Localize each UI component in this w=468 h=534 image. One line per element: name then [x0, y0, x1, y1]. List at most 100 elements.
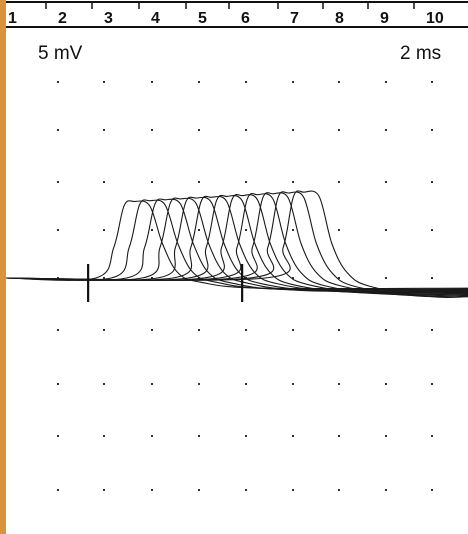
grid-dot — [292, 81, 294, 83]
grid-dot — [292, 229, 294, 231]
grid-dot — [198, 489, 200, 491]
channel-number: 3 — [104, 10, 113, 27]
grid-dot — [292, 129, 294, 131]
channel-number: 8 — [335, 10, 344, 27]
waveform-chart: 1 2 3 4 5 6 7 8 9 10 5 mV 2 ms — [6, 0, 468, 491]
grid-dot — [198, 383, 200, 385]
grid-dot — [385, 81, 387, 83]
grid-dot — [103, 383, 105, 385]
grid-dot — [385, 129, 387, 131]
grid-dot — [338, 277, 340, 279]
grid-dot — [103, 129, 105, 131]
grid-dot — [431, 277, 433, 279]
grid-dot — [198, 329, 200, 331]
grid-dot — [103, 181, 105, 183]
waveform-trace — [6, 190, 468, 298]
amplitude-scale-label: 5 mV — [38, 43, 83, 64]
channel-number: 2 — [58, 10, 67, 27]
grid-dot — [292, 435, 294, 437]
grid-dot — [245, 435, 247, 437]
grid-dot — [151, 329, 153, 331]
grid-dot — [338, 329, 340, 331]
grid-dot — [198, 181, 200, 183]
emg-trace-panel: 1 2 3 4 5 6 7 8 9 10 5 mV 2 ms — [6, 0, 468, 534]
grid-dot — [151, 435, 153, 437]
grid-dot — [57, 129, 59, 131]
waveform-trace — [6, 198, 468, 291]
grid-dot — [431, 329, 433, 331]
grid-dot — [151, 81, 153, 83]
grid-dot — [103, 435, 105, 437]
grid-dot — [338, 129, 340, 131]
grid-dot — [385, 383, 387, 385]
grid-dot — [57, 489, 59, 491]
channel-number: 1 — [8, 10, 17, 27]
waveform-trace — [6, 192, 468, 296]
waveform-trace — [6, 200, 468, 290]
grid-dot — [338, 229, 340, 231]
grid-dot — [57, 229, 59, 231]
waveform-trace — [6, 195, 468, 293]
grid-dot — [431, 229, 433, 231]
grid-dot — [385, 489, 387, 491]
latency-markers — [87, 264, 244, 302]
header-background — [6, 0, 468, 30]
waveform-trace — [6, 193, 468, 295]
grid-dot — [151, 229, 153, 231]
grid-dot — [431, 435, 433, 437]
grid-dot — [292, 329, 294, 331]
grid-dot — [245, 383, 247, 385]
grid-dot — [57, 81, 59, 83]
grid-dot — [103, 277, 105, 279]
grid-dot — [151, 383, 153, 385]
grid-dot — [245, 489, 247, 491]
waveform-trace — [6, 197, 468, 292]
grid-dot — [431, 489, 433, 491]
grid-dot — [385, 181, 387, 183]
grid-dot — [385, 277, 387, 279]
grid-dot — [431, 181, 433, 183]
waveform-trace — [6, 196, 468, 292]
grid-dot — [245, 81, 247, 83]
grid-dot — [431, 129, 433, 131]
grid-dot — [245, 329, 247, 331]
superimposed-traces — [6, 190, 468, 298]
grid-dot — [245, 181, 247, 183]
grid-dot — [198, 435, 200, 437]
channel-number: 6 — [241, 10, 250, 27]
grid-dot — [245, 129, 247, 131]
channel-number: 9 — [380, 10, 389, 27]
grid-dot — [57, 435, 59, 437]
grid-dot — [57, 329, 59, 331]
grid-dot — [57, 181, 59, 183]
grid-dot — [338, 383, 340, 385]
grid-dot — [431, 81, 433, 83]
waveform-trace — [6, 194, 468, 294]
grid-dot — [57, 277, 59, 279]
channel-number: 10 — [426, 10, 444, 27]
grid-dot — [338, 181, 340, 183]
waveform-trace — [6, 199, 468, 291]
grid-dot — [292, 489, 294, 491]
grid-dot — [151, 489, 153, 491]
grid-dot — [292, 277, 294, 279]
grid-dot — [292, 383, 294, 385]
grid-dot — [151, 181, 153, 183]
grid-dot — [151, 129, 153, 131]
grid-dot — [151, 277, 153, 279]
waveform-trace — [6, 192, 468, 297]
grid-dot — [292, 181, 294, 183]
grid-dot — [198, 129, 200, 131]
grid-dot — [338, 81, 340, 83]
grid-dot — [103, 489, 105, 491]
grid-dot — [103, 229, 105, 231]
grid-dot — [198, 229, 200, 231]
channel-number: 7 — [290, 10, 299, 27]
grid-dot — [385, 435, 387, 437]
grid-dot — [103, 81, 105, 83]
channel-header: 1 2 3 4 5 6 7 8 9 10 — [6, 0, 468, 30]
grid-dot — [245, 229, 247, 231]
grid-dot — [338, 435, 340, 437]
grid-dot — [338, 489, 340, 491]
channel-number: 5 — [198, 10, 207, 27]
